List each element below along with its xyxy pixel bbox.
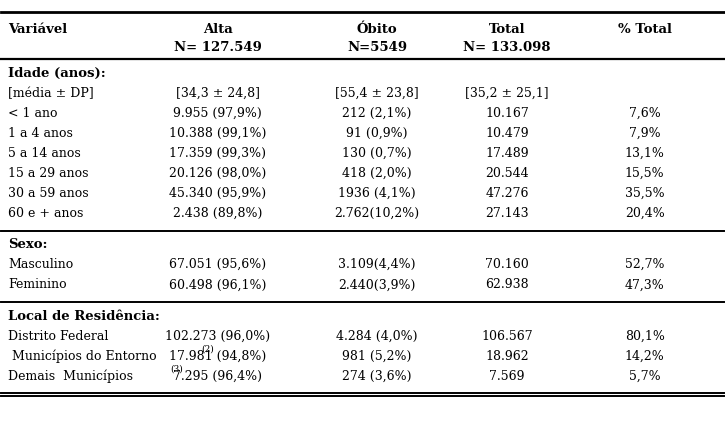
Text: 14,2%: 14,2% bbox=[625, 350, 665, 363]
Text: Feminino: Feminino bbox=[8, 278, 67, 291]
Text: 981 (5,2%): 981 (5,2%) bbox=[342, 350, 412, 363]
Text: 5 a 14 anos: 5 a 14 anos bbox=[8, 147, 80, 160]
Text: 5,7%: 5,7% bbox=[629, 370, 660, 383]
Text: 274 (3,6%): 274 (3,6%) bbox=[342, 370, 412, 383]
Text: 15,5%: 15,5% bbox=[625, 167, 665, 180]
Text: % Total: % Total bbox=[618, 23, 671, 36]
Text: 1 a 4 anos: 1 a 4 anos bbox=[8, 127, 72, 140]
Text: [35,2 ± 25,1]: [35,2 ± 25,1] bbox=[465, 87, 549, 100]
Text: Total: Total bbox=[489, 23, 526, 36]
Text: [34,3 ± 24,8]: [34,3 ± 24,8] bbox=[175, 87, 260, 100]
Text: Variável: Variável bbox=[8, 23, 67, 36]
Text: (2): (2) bbox=[201, 344, 214, 353]
Text: Alta: Alta bbox=[203, 23, 233, 36]
Text: 212 (2,1%): 212 (2,1%) bbox=[342, 107, 412, 120]
Text: 80,1%: 80,1% bbox=[625, 329, 665, 342]
Text: 130 (0,7%): 130 (0,7%) bbox=[342, 147, 412, 160]
Text: 45.340 (95,9%): 45.340 (95,9%) bbox=[169, 187, 266, 200]
Text: < 1 ano: < 1 ano bbox=[8, 107, 57, 120]
Text: 418 (2,0%): 418 (2,0%) bbox=[342, 167, 412, 180]
Text: 27.143: 27.143 bbox=[486, 207, 529, 220]
Text: [média ± DP]: [média ± DP] bbox=[8, 87, 94, 100]
Text: Distrito Federal: Distrito Federal bbox=[8, 329, 108, 342]
Text: 102.273 (96,0%): 102.273 (96,0%) bbox=[165, 329, 270, 342]
Text: [55,4 ± 23,8]: [55,4 ± 23,8] bbox=[335, 87, 419, 100]
Text: 2.440(3,9%): 2.440(3,9%) bbox=[339, 278, 415, 291]
Text: 17.981 (94,8%): 17.981 (94,8%) bbox=[169, 350, 266, 363]
Text: 67.051 (95,6%): 67.051 (95,6%) bbox=[169, 258, 266, 271]
Text: 60.498 (96,1%): 60.498 (96,1%) bbox=[169, 278, 267, 291]
Text: 30 a 59 anos: 30 a 59 anos bbox=[8, 187, 88, 200]
Text: 47,3%: 47,3% bbox=[625, 278, 665, 291]
Text: 17.489: 17.489 bbox=[486, 147, 529, 160]
Text: Idade (anos):: Idade (anos): bbox=[8, 67, 106, 80]
Text: 7.295 (96,4%): 7.295 (96,4%) bbox=[173, 370, 262, 383]
Text: 20.544: 20.544 bbox=[486, 167, 529, 180]
Text: 7,9%: 7,9% bbox=[629, 127, 660, 140]
Text: Municípios do Entorno: Municípios do Entorno bbox=[8, 350, 157, 363]
Text: 13,1%: 13,1% bbox=[625, 147, 665, 160]
Text: 4.284 (4,0%): 4.284 (4,0%) bbox=[336, 329, 418, 342]
Text: 60 e + anos: 60 e + anos bbox=[8, 207, 83, 220]
Text: 62.938: 62.938 bbox=[486, 278, 529, 291]
Text: 106.567: 106.567 bbox=[481, 329, 533, 342]
Text: 2.762(10,2%): 2.762(10,2%) bbox=[334, 207, 420, 220]
Text: 15 a 29 anos: 15 a 29 anos bbox=[8, 167, 88, 180]
Text: N= 133.098: N= 133.098 bbox=[463, 41, 551, 54]
Text: 2.438 (89,8%): 2.438 (89,8%) bbox=[173, 207, 262, 220]
Text: N= 127.549: N= 127.549 bbox=[174, 41, 262, 54]
Text: Local de Residência:: Local de Residência: bbox=[8, 309, 160, 322]
Text: 7,6%: 7,6% bbox=[629, 107, 660, 120]
Text: Sexo:: Sexo: bbox=[8, 238, 47, 251]
Text: Municípios do Entorno: Municípios do Entorno bbox=[8, 350, 157, 363]
Text: 35,5%: 35,5% bbox=[625, 187, 665, 200]
Text: Demais  Municípios: Demais Municípios bbox=[8, 370, 133, 383]
Text: Masculino: Masculino bbox=[8, 258, 73, 271]
Text: (3): (3) bbox=[170, 364, 183, 373]
Text: N=5549: N=5549 bbox=[347, 41, 407, 54]
Text: 20.126 (98,0%): 20.126 (98,0%) bbox=[169, 167, 266, 180]
Text: 52,7%: 52,7% bbox=[625, 258, 664, 271]
Text: 17.359 (99,3%): 17.359 (99,3%) bbox=[169, 147, 266, 160]
Text: 47.276: 47.276 bbox=[486, 187, 529, 200]
Text: 10.167: 10.167 bbox=[485, 107, 529, 120]
Text: 20,4%: 20,4% bbox=[625, 207, 665, 220]
Text: 7.569: 7.569 bbox=[489, 370, 525, 383]
Text: 3.109(4,4%): 3.109(4,4%) bbox=[339, 258, 415, 271]
Text: Demais  Municípios: Demais Municípios bbox=[8, 370, 133, 383]
Text: 91 (0,9%): 91 (0,9%) bbox=[347, 127, 407, 140]
Text: 10.479: 10.479 bbox=[486, 127, 529, 140]
Text: 1936 (4,1%): 1936 (4,1%) bbox=[338, 187, 415, 200]
Text: 70.160: 70.160 bbox=[485, 258, 529, 271]
Text: Óbito: Óbito bbox=[357, 23, 397, 36]
Text: 10.388 (99,1%): 10.388 (99,1%) bbox=[169, 127, 267, 140]
Text: 18.962: 18.962 bbox=[486, 350, 529, 363]
Text: 9.955 (97,9%): 9.955 (97,9%) bbox=[173, 107, 262, 120]
